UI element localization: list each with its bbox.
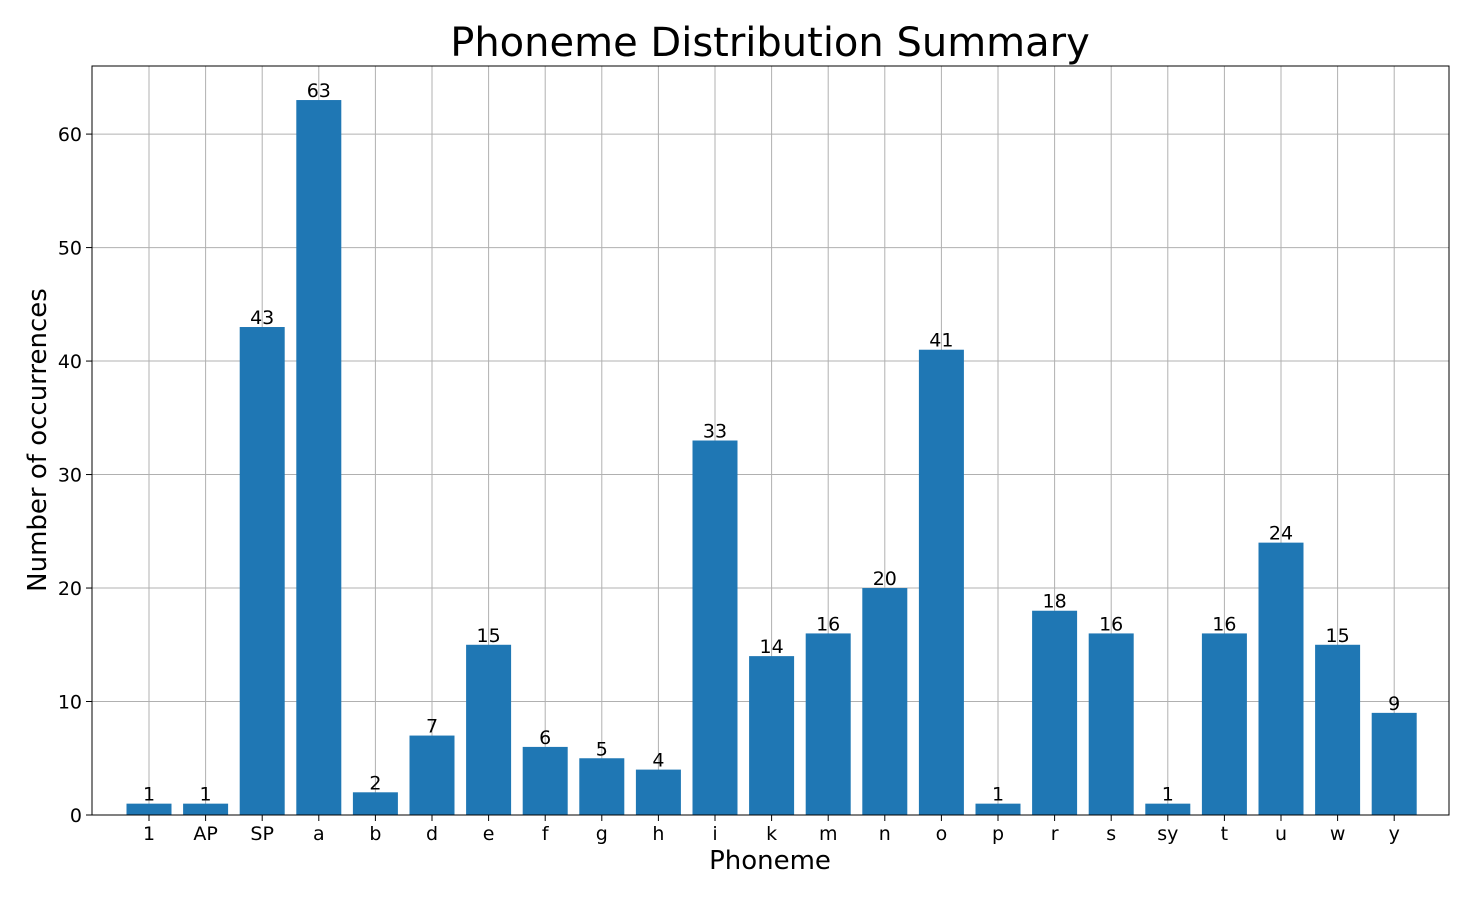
x-axis-label: Phoneme bbox=[709, 846, 831, 876]
x-tick-label-o: o bbox=[936, 823, 948, 845]
bar-e bbox=[466, 644, 512, 815]
x-tick-label-u: u bbox=[1275, 823, 1287, 845]
bar-SP bbox=[239, 327, 285, 815]
data-label-o: 41 bbox=[929, 330, 953, 352]
data-label-i: 33 bbox=[703, 421, 727, 443]
data-label-sy: 1 bbox=[1162, 784, 1174, 806]
bar-t bbox=[1201, 633, 1247, 815]
bar-y bbox=[1371, 712, 1417, 815]
data-label-h: 4 bbox=[652, 750, 664, 772]
x-tick-label-d: d bbox=[426, 823, 438, 845]
bar-k bbox=[749, 656, 795, 815]
bars bbox=[126, 100, 1417, 815]
y-tick-label: 30 bbox=[58, 465, 82, 487]
bar-d bbox=[409, 735, 455, 815]
data-label-d: 7 bbox=[426, 716, 438, 738]
x-axis-ticks: 1 AP SP a b d e f g h i k m n o p r s sy t u w y bbox=[143, 815, 1400, 845]
y-tick-label: 20 bbox=[58, 578, 82, 600]
y-tick-label: 50 bbox=[58, 238, 82, 260]
x-tick-label-g: g bbox=[596, 823, 608, 845]
bar-m bbox=[805, 633, 851, 815]
plot-frame bbox=[91, 65, 1450, 816]
data-label-t: 16 bbox=[1212, 613, 1236, 635]
bar-u bbox=[1258, 542, 1304, 815]
x-tick-label-t: t bbox=[1221, 823, 1228, 845]
y-tick-label: 0 bbox=[70, 805, 82, 827]
data-label-b: 2 bbox=[369, 772, 381, 794]
y-tick-label: 40 bbox=[58, 351, 82, 373]
data-label-a: 63 bbox=[307, 80, 331, 102]
y-axis-ticks: 0 10 20 30 40 50 60 bbox=[58, 124, 92, 827]
x-tick-label-SP: SP bbox=[250, 823, 274, 845]
x-tick-label-sy: sy bbox=[1157, 823, 1178, 845]
data-label-1: 1 bbox=[143, 784, 155, 806]
bar-f bbox=[522, 746, 568, 815]
chart-title: Phoneme Distribution Summary bbox=[450, 20, 1090, 66]
x-tick-label-1: 1 bbox=[143, 823, 155, 845]
x-tick-label-f: f bbox=[542, 823, 550, 845]
data-label-r: 18 bbox=[1043, 591, 1067, 613]
bar-r bbox=[1032, 610, 1078, 815]
x-tick-label-m: m bbox=[819, 823, 838, 845]
data-label-w: 15 bbox=[1326, 625, 1350, 647]
x-tick-label-w: w bbox=[1330, 823, 1346, 845]
data-label-g: 5 bbox=[596, 738, 608, 760]
y-axis-label: Number of occurrences bbox=[23, 288, 53, 592]
y-tick-label: 10 bbox=[58, 692, 82, 714]
data-label-f: 6 bbox=[539, 727, 551, 749]
data-label-n: 20 bbox=[873, 568, 897, 590]
bar-s bbox=[1088, 633, 1134, 815]
bar-i bbox=[692, 440, 738, 815]
bar-p bbox=[975, 803, 1021, 815]
data-label-s: 16 bbox=[1099, 613, 1123, 635]
bar-o bbox=[918, 349, 964, 815]
bar-g bbox=[579, 758, 625, 815]
data-label-AP: 1 bbox=[200, 784, 212, 806]
data-label-SP: 43 bbox=[250, 307, 274, 329]
bar-a bbox=[296, 100, 342, 815]
x-tick-label-i: i bbox=[712, 823, 717, 845]
bar-1 bbox=[126, 803, 172, 815]
data-labels: 1 1 43 63 2 7 15 6 5 4 33 14 16 20 41 1 18 16 1 16 24 15 9 bbox=[143, 80, 1400, 806]
bar-AP bbox=[183, 803, 229, 815]
bar-h bbox=[635, 769, 681, 815]
data-label-u: 24 bbox=[1269, 523, 1293, 545]
x-tick-label-e: e bbox=[483, 823, 495, 845]
bar-n bbox=[862, 588, 908, 815]
data-label-k: 14 bbox=[760, 636, 784, 658]
x-tick-label-r: r bbox=[1051, 823, 1059, 845]
x-tick-label-p: p bbox=[992, 823, 1004, 845]
bar-sy bbox=[1145, 803, 1191, 815]
x-tick-label-b: b bbox=[369, 823, 381, 845]
x-tick-label-n: n bbox=[879, 823, 891, 845]
data-label-p: 1 bbox=[992, 784, 1004, 806]
x-tick-label-h: h bbox=[652, 823, 664, 845]
bar-b bbox=[352, 792, 398, 815]
x-tick-label-y: y bbox=[1389, 823, 1400, 845]
x-tick-label-s: s bbox=[1106, 823, 1116, 845]
x-tick-label-a: a bbox=[313, 823, 325, 845]
x-tick-label-k: k bbox=[766, 823, 777, 845]
bar-w bbox=[1315, 644, 1361, 815]
x-tick-label-AP: AP bbox=[193, 823, 217, 845]
y-tick-label: 60 bbox=[58, 124, 82, 146]
data-label-m: 16 bbox=[816, 613, 840, 635]
data-label-y: 9 bbox=[1388, 693, 1400, 715]
data-label-e: 15 bbox=[477, 625, 501, 647]
